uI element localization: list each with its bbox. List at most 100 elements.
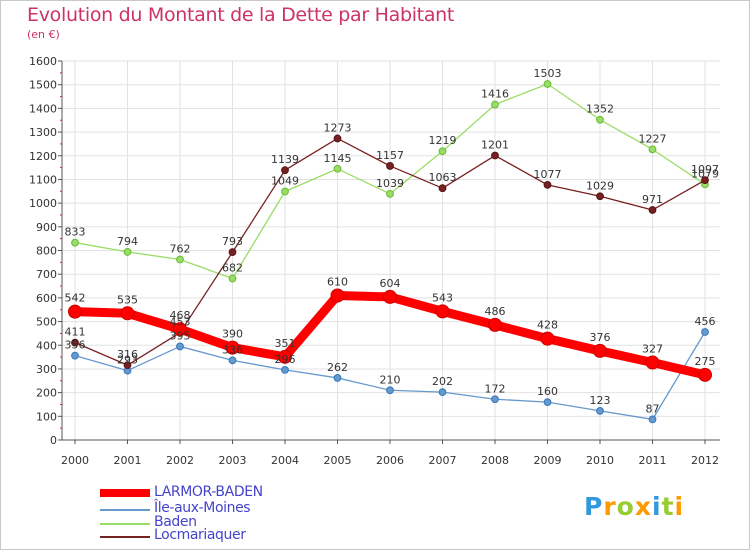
- data-point-locmariaquer-2001: [123, 361, 132, 370]
- data-label-larmor-baden-2008: 486: [485, 305, 506, 318]
- data-label-locmariaquer-2003: 793: [222, 235, 243, 248]
- data-point-larmor-baden-2002: [173, 322, 187, 337]
- data-label-locmariaquer-2001: 316: [117, 348, 138, 361]
- data-point-locmariaquer-2010: [596, 192, 604, 201]
- chart-subtitle: (en €): [27, 28, 60, 41]
- y-tick-label-300: 300: [36, 363, 57, 376]
- y-tick-label-800: 800: [36, 245, 57, 258]
- y-tick-label-100: 100: [36, 410, 57, 423]
- data-label-larmor-baden-2010: 376: [590, 331, 611, 344]
- data-label--le-aux-moines-2006: 210: [380, 373, 401, 386]
- data-point-locmariaquer-2011: [648, 206, 657, 214]
- data-point-locmariaquer-2003: [228, 248, 237, 257]
- data-label-baden-2005: 1145: [324, 152, 352, 165]
- x-tick-label-2007: 2007: [429, 454, 457, 467]
- legend-label-ile-aux-moines: Île-aux-Moines: [154, 500, 251, 516]
- data-point-baden-2010: [596, 115, 604, 124]
- logo-letter: r: [603, 492, 617, 521]
- data-point--le-aux-moines-2010: [596, 406, 604, 415]
- data-point--le-aux-moines-2007: [438, 388, 447, 397]
- data-point-larmor-baden-2004: [278, 349, 292, 364]
- x-tick-label-2009: 2009: [534, 454, 562, 467]
- y-tick-label-600: 600: [36, 292, 57, 305]
- logo-letter: o: [616, 492, 635, 521]
- x-tick-label-2008: 2008: [481, 454, 509, 467]
- data-label--le-aux-moines-2007: 202: [432, 375, 453, 388]
- data-label-locmariaquer-2012: 1097: [691, 163, 719, 176]
- data-label-baden-2007: 1219: [429, 134, 457, 147]
- data-label-larmor-baden-2012: 275: [695, 355, 716, 368]
- legend-label-locmariaquer: Locmariaquer: [154, 527, 246, 543]
- data-label--le-aux-moines-2003: 336: [222, 343, 243, 356]
- x-tick-label-2000: 2000: [61, 454, 89, 467]
- data-label-locmariaquer-2005: 1273: [324, 121, 352, 134]
- data-label-locmariaquer-2004: 1139: [271, 153, 299, 166]
- y-tick-label-1600: 1600: [29, 55, 57, 68]
- data-point-larmor-baden-2006: [383, 289, 397, 304]
- legend-swatch-larmor-baden: [100, 489, 150, 497]
- data-label--le-aux-moines-2011: 87: [646, 402, 660, 415]
- data-point-baden-2005: [333, 164, 342, 173]
- data-point--le-aux-moines-2012: [701, 328, 709, 336]
- data-label--le-aux-moines-2005: 262: [327, 361, 348, 374]
- data-point-locmariaquer-2008: [491, 151, 499, 160]
- x-tick-label-2006: 2006: [376, 454, 404, 467]
- data-label-baden-2008: 1416: [481, 88, 509, 101]
- data-label-baden-2004: 1049: [271, 175, 299, 188]
- y-tick-label-1000: 1000: [29, 197, 57, 210]
- data-label-baden-2010: 1352: [586, 103, 614, 116]
- y-tick-label-400: 400: [36, 339, 57, 352]
- data-point-baden-2006: [386, 189, 394, 198]
- logo-letter: t: [661, 492, 675, 521]
- data-point-larmor-baden-2007: [435, 304, 450, 319]
- x-tick-label-2005: 2005: [324, 454, 352, 467]
- data-label-baden-2003: 682: [222, 261, 243, 274]
- legend-swatch-locmariaquer: [100, 536, 150, 538]
- data-label--le-aux-moines-2002: 395: [170, 329, 191, 342]
- x-tick-label-2012: 2012: [691, 454, 719, 467]
- data-point-baden-2001: [123, 248, 132, 256]
- data-point-baden-2011: [648, 145, 657, 154]
- logo-letter: P: [584, 492, 604, 521]
- x-tick-label-2010: 2010: [586, 454, 614, 467]
- y-tick-label-500: 500: [36, 316, 57, 329]
- data-point-baden-2008: [491, 100, 499, 109]
- data-label-locmariaquer-2000: 411: [65, 326, 86, 339]
- data-label-baden-2009: 1503: [534, 67, 562, 80]
- data-label-baden-2006: 1039: [376, 177, 404, 190]
- data-point-baden-2002: [176, 255, 184, 264]
- data-point-locmariaquer-2012: [701, 176, 709, 185]
- data-label--le-aux-moines-2001: 293: [117, 354, 138, 367]
- y-tick-label-200: 200: [36, 387, 57, 400]
- y-tick-label-1400: 1400: [29, 102, 57, 115]
- data-label-larmor-baden-2004: 351: [275, 337, 296, 350]
- data-point-larmor-baden-2001: [120, 306, 135, 321]
- logo-letter: i: [674, 492, 685, 521]
- data-label-larmor-baden-2002: 468: [170, 309, 191, 322]
- data-label-locmariaquer-2006: 1157: [376, 149, 404, 162]
- data-point-baden-2007: [438, 147, 447, 156]
- data-point--le-aux-moines-2000: [71, 351, 79, 360]
- data-label--le-aux-moines-2000: 356: [65, 339, 86, 352]
- y-tick-label-900: 900: [36, 221, 57, 234]
- data-point-baden-2009: [543, 80, 552, 88]
- data-label--le-aux-moines-2010: 123: [590, 394, 611, 407]
- data-point-larmor-baden-2008: [488, 317, 502, 332]
- data-point-larmor-baden-2009: [540, 331, 555, 346]
- data-label-larmor-baden-2009: 428: [537, 319, 558, 332]
- y-tick-label-1500: 1500: [29, 79, 57, 92]
- legend-swatch-baden: [100, 523, 150, 525]
- chart-title: Evolution du Montant de la Dette par Hab…: [27, 4, 455, 26]
- x-tick-label-2004: 2004: [271, 454, 299, 467]
- y-tick-label-1200: 1200: [29, 150, 57, 163]
- data-point--le-aux-moines-2006: [386, 386, 394, 395]
- proxiti-logo: Proxiti: [584, 492, 684, 521]
- data-point-larmor-baden-2010: [593, 343, 607, 358]
- data-point-larmor-baden-2005: [330, 288, 345, 303]
- data-point-locmariaquer-2006: [386, 162, 394, 170]
- data-point-larmor-baden-2012: [698, 367, 712, 382]
- data-point--le-aux-moines-2004: [281, 365, 289, 374]
- data-label--le-aux-moines-2008: 172: [485, 382, 506, 395]
- data-label-baden-2001: 794: [117, 235, 138, 248]
- legend-label-baden: Baden: [154, 514, 197, 530]
